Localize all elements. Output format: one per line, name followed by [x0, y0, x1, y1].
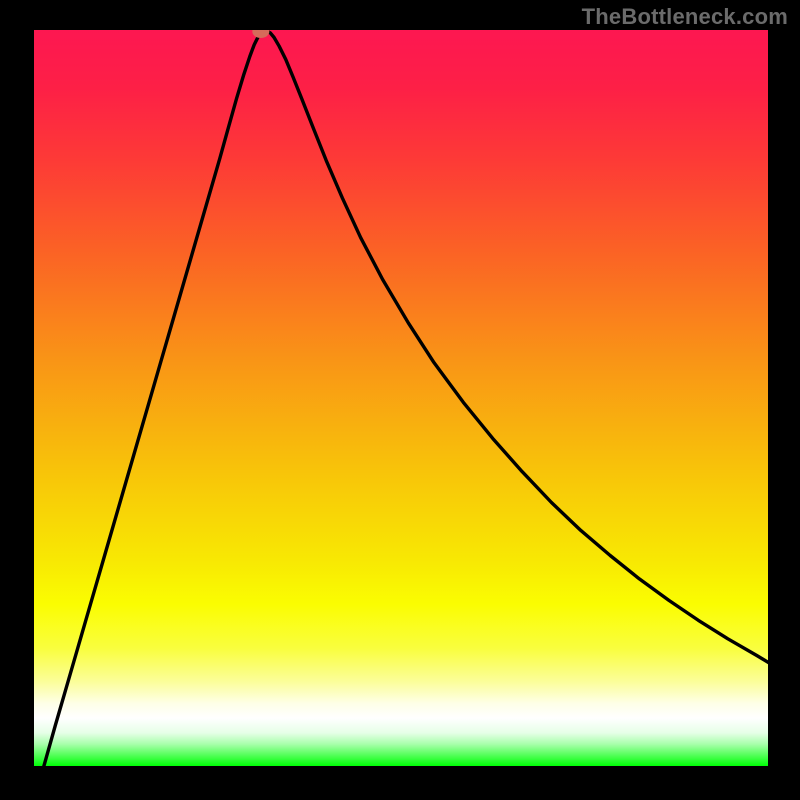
gradient-background — [34, 30, 768, 766]
watermark-text: TheBottleneck.com — [582, 4, 788, 30]
plot-area — [34, 30, 768, 766]
chart-container: TheBottleneck.com — [0, 0, 800, 800]
